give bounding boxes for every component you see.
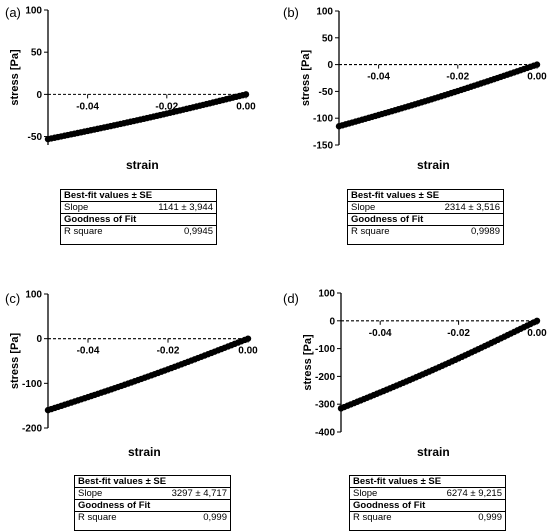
y-axis-label: stress [Pa] — [9, 49, 21, 106]
chart-c: -200 -100 0 100 -0.04 -0.02 0.00 stress [Pa] — [9, 290, 258, 435]
data-point — [242, 91, 250, 98]
y-axis-label: stress [Pa] — [9, 333, 21, 390]
best-fit-header: Best-fit values ± SE — [351, 190, 440, 201]
chart-a: -50 0 50 100 -0.04 -0.02 0.00 stress [Pa] — [9, 6, 256, 145]
x-tick-label: -0.04 — [367, 72, 390, 83]
r-square-label: R square — [351, 226, 390, 237]
data-point — [244, 335, 252, 342]
x-tick-label: 0.00 — [238, 346, 258, 357]
r-square-label: R square — [78, 512, 117, 523]
y-tick-label: -100 — [315, 344, 335, 355]
x-tick-label: 0.00 — [527, 328, 547, 339]
x-tick-label: -0.02 — [446, 72, 469, 83]
best-fit-header: Best-fit values ± SE — [64, 190, 153, 201]
x-tick-label: -0.02 — [155, 101, 178, 112]
fit-results-table: Best-fit values ± SE Slope 1141 ± 3,944 G… — [60, 189, 217, 245]
panel-b: (b) -150 -100 -50 0 50 100 -0.04 -0.02 0.00 stres… — [275, 0, 550, 266]
data-point — [533, 61, 541, 68]
slope-label: Slope — [353, 488, 378, 499]
fit-results-table: Best-fit values ± SE Slope 2314 ± 3,516 G… — [347, 189, 504, 245]
fit-results-table: Best-fit values ± SE Slope 6274 ± 9,215 G… — [349, 475, 506, 531]
y-tick-label: 100 — [25, 6, 42, 17]
panel-c: (c) -200 -100 0 100 -0.04 -0.02 0.00 stress [Pa… — [0, 266, 275, 532]
x-axis-label: strain — [417, 158, 450, 172]
goodness-of-fit-header: Goodness of Fit — [351, 214, 424, 225]
best-fit-header: Best-fit values ± SE — [353, 476, 442, 487]
y-tick-label: 0 — [36, 334, 42, 345]
r-square-value: 0,9989 — [470, 226, 500, 237]
y-tick-label: -100 — [313, 114, 333, 125]
y-tick-label: 100 — [316, 7, 333, 18]
x-tick-label: 0.00 — [527, 72, 547, 83]
x-tick-label: -0.04 — [77, 346, 100, 357]
panel-label: (d) — [283, 291, 299, 306]
goodness-of-fit-header: Goodness of Fit — [64, 214, 137, 225]
y-tick-label: -50 — [28, 132, 43, 143]
y-tick-label: -200 — [22, 424, 42, 435]
slope-value: 2314 ± 3,516 — [444, 202, 500, 213]
slope-label: Slope — [64, 202, 89, 213]
y-tick-label: -150 — [313, 141, 333, 152]
y-tick-label: 0 — [327, 60, 333, 71]
slope-value: 3297 ± 4,717 — [171, 488, 227, 499]
slope-value: 6274 ± 9,215 — [446, 488, 502, 499]
panel-a: (a) -50 0 50 100 -0.04 -0.02 0.00 stress [Pa] s… — [0, 0, 275, 266]
y-axis-label: stress [Pa] — [302, 334, 314, 391]
r-square-value: 0,999 — [478, 512, 502, 523]
y-tick-label: -50 — [319, 87, 334, 98]
y-tick-label: -100 — [22, 379, 42, 390]
y-tick-label: -400 — [315, 428, 335, 439]
x-axis-label: strain — [417, 445, 450, 459]
slope-label: Slope — [351, 202, 376, 213]
y-tick-label: 100 — [318, 289, 335, 300]
y-tick-label: 50 — [322, 33, 334, 44]
y-tick-label: 0 — [329, 316, 335, 327]
slope-value: 1141 ± 3,944 — [158, 202, 213, 213]
y-tick-label: 100 — [25, 290, 42, 301]
panel-d: (d) -400 -300 -200 -100 0 100 -0.04 -0.02 0.00 st… — [275, 266, 550, 532]
r-square-value: 0,9945 — [183, 226, 213, 237]
x-tick-label: -0.02 — [447, 328, 470, 339]
r-square-value: 0,999 — [203, 512, 227, 523]
x-tick-label: 0.00 — [236, 101, 256, 112]
slope-label: Slope — [78, 488, 103, 499]
y-tick-label: 50 — [31, 48, 43, 59]
x-axis-label: strain — [126, 158, 159, 172]
data-point — [533, 317, 541, 324]
x-tick-label: -0.04 — [369, 328, 392, 339]
best-fit-header: Best-fit values ± SE — [78, 476, 167, 487]
panel-label: (b) — [283, 5, 299, 20]
panel-label: (a) — [5, 5, 21, 20]
r-square-label: R square — [353, 512, 392, 523]
chart-d: -400 -300 -200 -100 0 100 -0.04 -0.02 0.00 stress… — [302, 289, 547, 439]
y-tick-label: -200 — [315, 372, 335, 383]
goodness-of-fit-header: Goodness of Fit — [353, 500, 426, 511]
y-tick-label: -300 — [315, 400, 335, 411]
x-axis-label: strain — [128, 445, 161, 459]
fit-results-table: Best-fit values ± SE Slope 3297 ± 4,717 G… — [74, 475, 231, 531]
r-square-label: R square — [64, 226, 103, 237]
goodness-of-fit-header: Goodness of Fit — [78, 500, 151, 511]
y-tick-label: 0 — [36, 90, 42, 101]
chart-b: -150 -100 -50 0 50 100 -0.04 -0.02 0.00 stress [P… — [300, 7, 547, 152]
y-axis-label: stress [Pa] — [300, 50, 312, 107]
panel-label: (c) — [5, 291, 21, 306]
x-tick-label: -0.02 — [157, 346, 180, 357]
x-tick-label: -0.04 — [76, 101, 99, 112]
